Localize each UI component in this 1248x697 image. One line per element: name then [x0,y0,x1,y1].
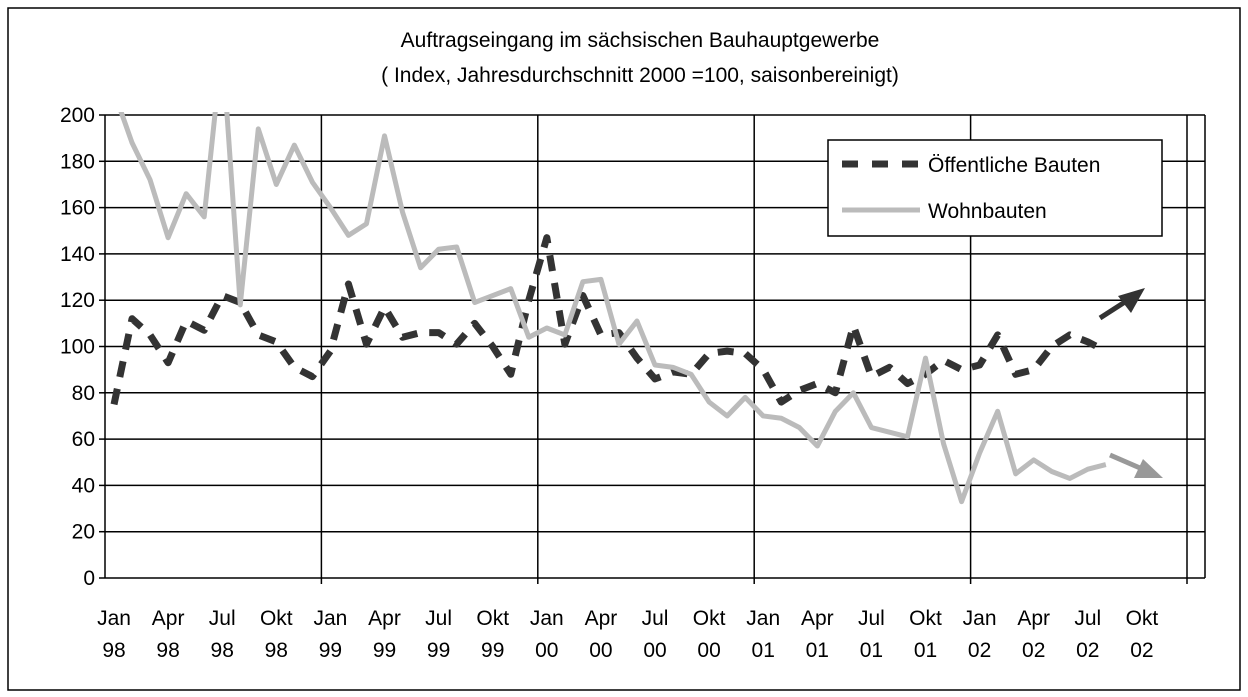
y-tick-label: 180 [60,150,95,173]
legend-label: Wohnbauten [928,200,1047,223]
x-tick-label: Jul 02 [1074,607,1101,662]
x-tick-label: Jul 99 [425,607,452,662]
x-tick-label: Jan 02 [963,607,997,662]
y-tick-label: 100 [60,336,95,359]
y-tick-label: 60 [72,428,95,451]
trend-arrows [1098,288,1163,478]
x-tick-label: Okt 00 [693,607,726,662]
x-tick-label: Okt 99 [476,607,509,662]
legend-box [827,139,1163,237]
y-tick-label: 40 [72,474,95,497]
x-tick-label: Apr 99 [368,607,401,662]
trend-arrow [1098,297,1130,321]
x-tick-label: Apr 98 [152,607,185,662]
x-tick-label: Apr 02 [1017,607,1050,662]
y-tick-label: 80 [72,382,95,405]
series-line [118,112,1107,505]
x-tick-label: Jul 01 [858,607,885,662]
trend-arrow-head [1134,459,1163,478]
x-tick-label: Apr 00 [585,607,618,662]
x-tick-label: Jan 99 [313,607,347,662]
legend-label: Öffentliche Bauten [928,154,1100,177]
x-tick-label: Apr 01 [801,607,834,662]
x-tick-label: Okt 98 [260,607,293,662]
series-group [118,112,1107,505]
frame [7,7,1241,691]
x-tick-label: Okt 01 [909,607,942,662]
chart-subtitle: ( Index, Jahresdurchschnitt 2000 =100, s… [381,64,899,87]
x-tick-label: Okt 02 [1126,607,1159,662]
y-tick-label: 140 [60,243,95,266]
x-tick-label: Jan 01 [746,607,780,662]
x-tick-label: Jan 00 [530,607,564,662]
y-tick-label: 160 [60,197,95,220]
x-tick-label: Jul 00 [642,607,669,662]
y-tick-label: 120 [60,289,95,312]
x-tick-label: Jul 98 [209,607,236,662]
chart-title: Auftragseingang im sächsischen Bauhauptg… [401,29,880,52]
y-tick-label: 0 [83,567,95,590]
y-tick-label: 200 [60,104,95,127]
x-tick-label: Jan 98 [97,607,131,662]
y-tick-label: 20 [72,521,95,544]
trend-arrow [1109,452,1141,471]
trend-arrow-head [1118,288,1145,313]
